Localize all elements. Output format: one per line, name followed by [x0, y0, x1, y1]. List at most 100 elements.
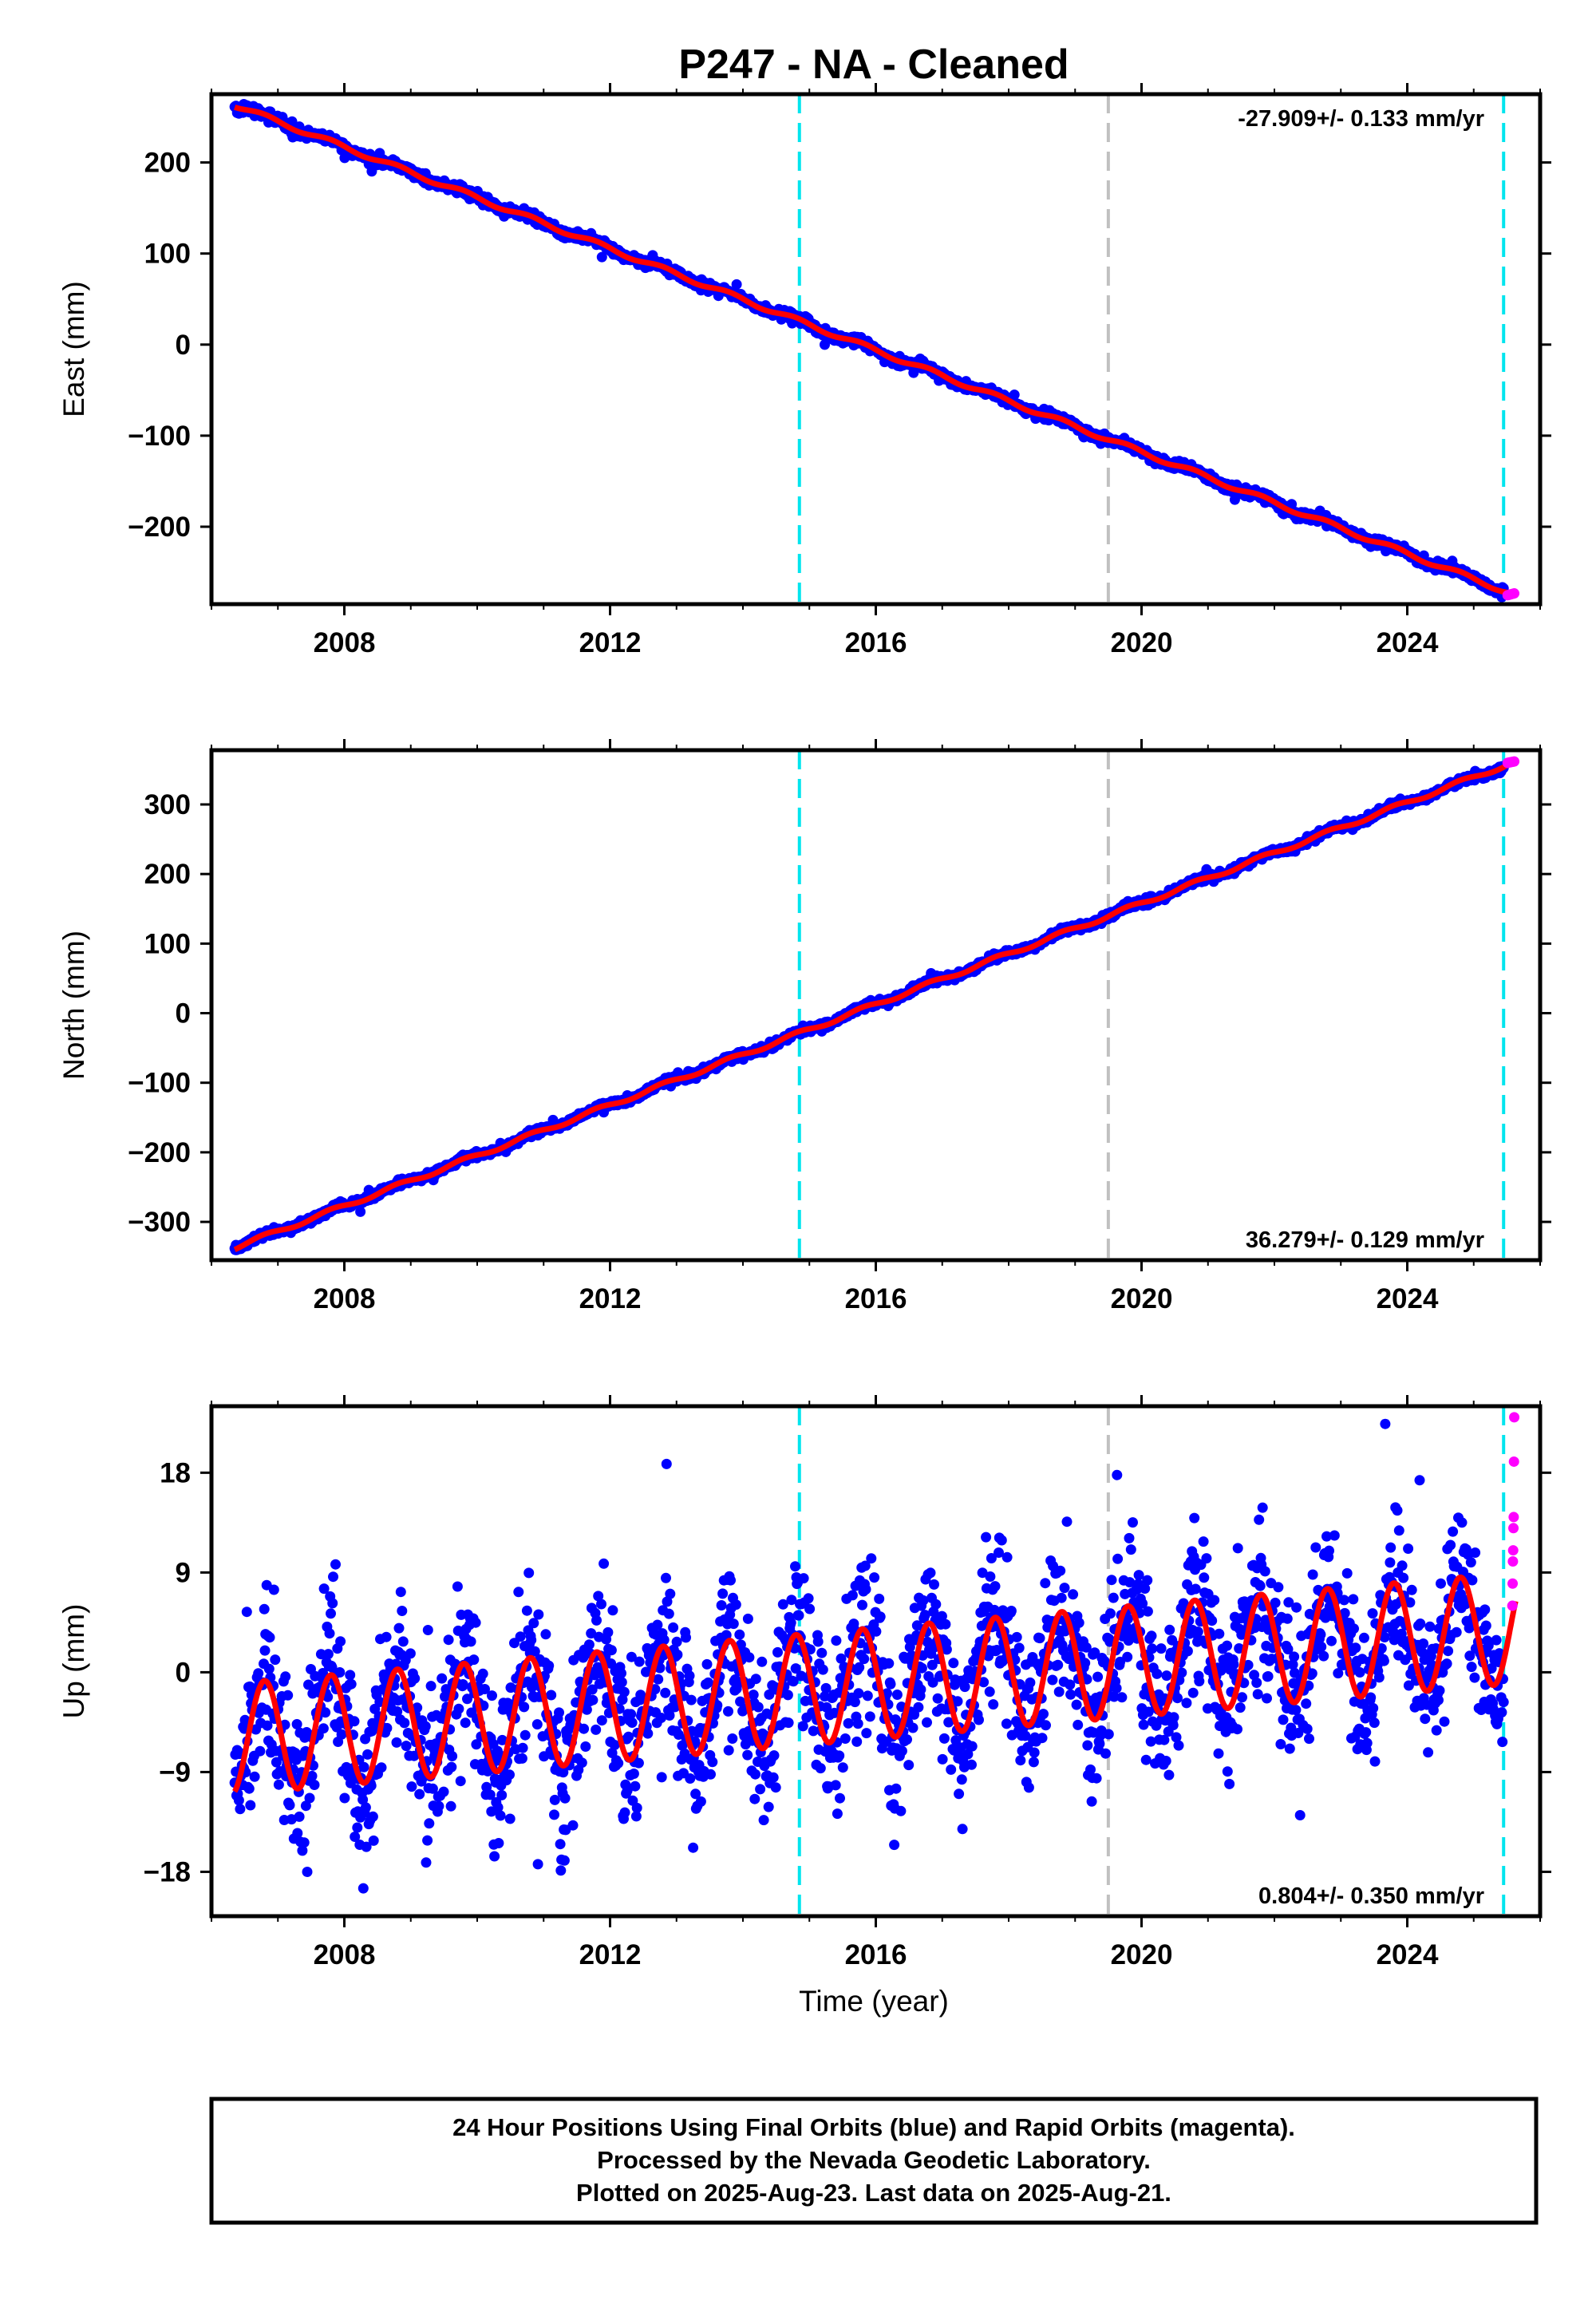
x-tick-label: 2016 [845, 1283, 907, 1314]
data-point [376, 1762, 387, 1773]
x-tick-label: 2008 [314, 1283, 376, 1314]
x-tick-label: 2016 [845, 627, 907, 658]
data-point [349, 1716, 360, 1727]
data-point [425, 1681, 437, 1692]
data-point [399, 1717, 410, 1729]
data-point [358, 1761, 369, 1773]
data-point [424, 1818, 435, 1829]
model-fit-line [232, 105, 1518, 597]
y-tick-label: 100 [144, 928, 191, 959]
data-point [264, 1632, 275, 1643]
y-tick-label: −200 [128, 512, 191, 543]
data-point [526, 1634, 537, 1646]
data-point [284, 1800, 295, 1811]
data-point [519, 1729, 531, 1741]
data-point [381, 1631, 392, 1642]
y-tick-label: 200 [144, 859, 191, 890]
data-point [328, 1571, 338, 1583]
data-point [255, 1745, 266, 1757]
data-point [294, 1811, 305, 1822]
x-tick-label: 2020 [1111, 627, 1173, 658]
data-point [395, 1587, 406, 1598]
x-tick-label: 2020 [1111, 1283, 1173, 1314]
rapid-point [1509, 756, 1520, 767]
data-point [346, 1678, 357, 1690]
data-point [268, 1584, 279, 1595]
data-point [241, 1607, 252, 1618]
data-point [259, 1645, 271, 1656]
north-panel: 2008 2012 2016 2020 2024 300 200 100 0 −100 −200 −3… [57, 739, 1551, 1314]
data-point [495, 1810, 506, 1821]
data-point [401, 1741, 412, 1752]
data-point [330, 1559, 341, 1570]
data-point [470, 1617, 481, 1628]
velocity-label: -27.909+/- 0.133 mm/yr [1238, 106, 1484, 132]
data-point [540, 1629, 551, 1640]
data-point [1009, 389, 1020, 401]
data-point [397, 1606, 408, 1616]
data-point [549, 1809, 559, 1820]
data-point [243, 1783, 255, 1794]
y-tick-label: −200 [128, 1137, 191, 1168]
x-tick-label: 2008 [314, 627, 376, 658]
data-point [421, 1857, 432, 1868]
y-tick-label: 18 [160, 1457, 191, 1488]
data-point [245, 1800, 256, 1811]
y-tick-label: 9 [176, 1557, 191, 1588]
east-panel: 2008 2012 2016 2020 20242001000−100−200East … [57, 83, 1551, 658]
data-point [339, 1792, 350, 1804]
data-point [280, 1671, 291, 1682]
y-axis-label: North (mm) [57, 931, 90, 1080]
y-tick-label: 0 [176, 330, 191, 361]
y-tick-label: 100 [144, 239, 191, 270]
data-point [519, 1701, 530, 1713]
x-tick-label: 2012 [579, 1283, 642, 1314]
data-point [447, 1751, 458, 1761]
data-point [362, 1749, 373, 1760]
data-point [438, 1786, 449, 1797]
data-point [253, 1668, 264, 1679]
y-tick-label: −300 [128, 1207, 191, 1238]
data-point [263, 1663, 275, 1674]
data-point [414, 1788, 425, 1800]
rapid-point [1509, 588, 1520, 599]
data-point [360, 1802, 371, 1813]
y-tick-label: −9 [159, 1757, 191, 1788]
data-point [322, 1649, 334, 1660]
data-point [298, 1837, 310, 1848]
data-point [496, 1789, 508, 1800]
data-point [345, 1670, 356, 1681]
data-point [443, 1634, 454, 1646]
data-point [437, 1673, 448, 1684]
data-point [468, 1654, 480, 1666]
data-point [523, 1567, 535, 1579]
x-tick-label: 2012 [579, 1939, 642, 1970]
data-point [405, 1648, 416, 1659]
data-point [596, 251, 607, 263]
data-point [420, 1721, 431, 1732]
data-point [391, 1737, 402, 1748]
x-tick-label: 2024 [1377, 1283, 1439, 1314]
data-point [452, 1581, 463, 1592]
data-point [504, 1813, 516, 1824]
y-tick-label: 300 [144, 789, 191, 820]
data-layer [229, 1406, 1520, 1916]
data-point [517, 1742, 528, 1753]
y-tick-label: 0 [176, 998, 191, 1030]
data-point [521, 1605, 532, 1616]
data-point [393, 1622, 405, 1634]
data-point [445, 1800, 456, 1812]
data-point [487, 1690, 497, 1701]
y-tick-label: 200 [144, 148, 191, 179]
data-point [273, 1779, 284, 1790]
data-point [504, 1769, 515, 1780]
data-point [318, 1723, 329, 1734]
data-layer [229, 750, 1520, 1260]
data-point [409, 1673, 421, 1684]
x-tick-label: 2016 [845, 1939, 907, 1970]
y-tick-label: −100 [128, 1068, 191, 1099]
data-point [367, 1811, 378, 1822]
y-tick-label: 0 [176, 1657, 191, 1688]
x-tick-label: 2020 [1111, 1939, 1173, 1970]
